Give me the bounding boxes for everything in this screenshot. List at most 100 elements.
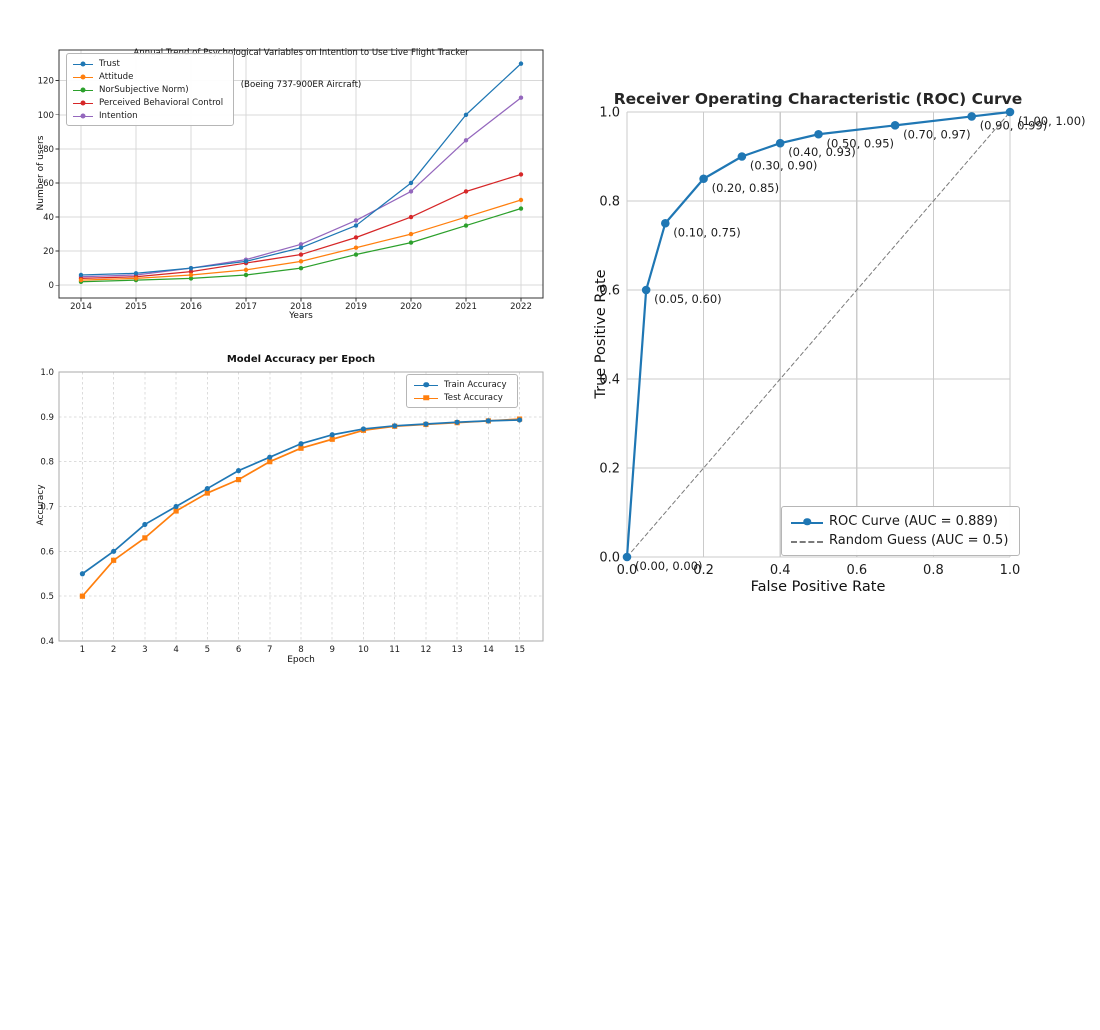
line-marker-swatch-icon xyxy=(73,59,93,69)
x-tick-label: 6 xyxy=(236,645,241,655)
data-point xyxy=(454,419,460,425)
circle-marker-icon xyxy=(803,517,811,526)
data-point xyxy=(518,61,524,66)
x-tick-label: 0.0 xyxy=(617,563,638,578)
y-tick-label: 80 xyxy=(43,145,54,155)
y-tick-label: 1.0 xyxy=(40,368,54,378)
x-tick-label: 3 xyxy=(142,645,147,655)
data-point xyxy=(142,521,148,528)
data-point xyxy=(699,174,708,184)
data-point xyxy=(188,265,194,271)
circle-marker-icon xyxy=(80,74,86,79)
data-point xyxy=(360,426,367,432)
line-marker-swatch-icon xyxy=(414,380,438,390)
data-point xyxy=(890,121,900,130)
y-axis-label: True Positive Rate xyxy=(593,269,609,399)
y-tick-label: 20 xyxy=(43,247,54,257)
legend: ROC Curve (AUC = 0.889) Random Guess (AUC… xyxy=(781,506,1021,556)
psych-trend-plot: 2014 2015 2016 2017 2018 2019 2020 2021 2022 0 20 4… xyxy=(38,49,544,312)
y-tick-label: 60 xyxy=(43,179,54,189)
legend-label: Perceived Behavioral Control xyxy=(99,97,224,108)
legend: Train Accuracy Test Accuracy xyxy=(406,374,518,408)
series-line xyxy=(626,111,1011,558)
x-axis-label: Epoch xyxy=(287,655,315,665)
y-tick-label: 0.5 xyxy=(40,592,54,602)
y-tick-label: 0.9 xyxy=(40,413,54,423)
data-point xyxy=(408,180,414,186)
data-point xyxy=(485,418,491,424)
tick-marks xyxy=(55,80,522,302)
y-axis-label: Number of users xyxy=(36,135,46,211)
circle-marker-icon xyxy=(80,87,86,92)
legend-label: NorSubjective Norm) xyxy=(99,84,189,95)
data-point xyxy=(661,218,670,228)
accuracy-chart: 1 2 3 4 5 6 7 8 9 10 11 12 13 14 15 0.4 0.5 0.6 0.7 0.8 0.9 1… xyxy=(30,352,565,680)
data-point xyxy=(111,548,117,554)
legend-item: Attitude xyxy=(73,70,223,83)
data-point xyxy=(243,267,249,273)
data-point xyxy=(463,189,469,194)
data-point xyxy=(188,276,194,281)
data-point xyxy=(173,508,179,514)
legend-label: Train Accuracy xyxy=(444,379,507,390)
chart-title: Model Accuracy per Epoch xyxy=(226,354,376,365)
line-marker-swatch-icon xyxy=(73,111,93,121)
x-tick-label: 2017 xyxy=(235,302,257,312)
data-point xyxy=(518,172,524,177)
data-point xyxy=(188,272,194,278)
x-tick-label: 0.8 xyxy=(923,563,944,578)
data-point xyxy=(298,259,304,264)
data-point xyxy=(329,436,335,442)
square-marker-icon xyxy=(423,394,429,401)
x-tick-label: 2015 xyxy=(125,302,147,312)
data-point xyxy=(79,593,86,599)
data-point xyxy=(142,535,148,541)
legend-item: Perceived Behavioral Control xyxy=(73,96,223,109)
circle-marker-icon xyxy=(80,113,86,118)
data-point xyxy=(133,271,139,276)
data-point xyxy=(298,252,304,257)
y-tick-label: 100 xyxy=(38,111,54,121)
data-point xyxy=(188,269,194,274)
data-point xyxy=(408,189,414,194)
data-point xyxy=(463,112,469,117)
data-point xyxy=(79,571,86,577)
data-point xyxy=(298,445,304,451)
circle-marker-icon xyxy=(80,61,86,66)
x-tick-label: 2020 xyxy=(400,302,422,312)
x-tick-label: 0.2 xyxy=(693,563,714,578)
legend-item: NorSubjective Norm) xyxy=(73,83,223,96)
data-point xyxy=(516,417,523,423)
point-annotation: (0.50, 0.95) xyxy=(827,136,895,150)
series-markers xyxy=(78,61,524,285)
point-annotation: (0.70, 0.97) xyxy=(903,127,971,141)
data-point xyxy=(814,129,823,139)
point-annotation: (0.20, 0.85) xyxy=(712,181,780,195)
y-tick-label: 40 xyxy=(43,213,54,223)
x-tick-label: 2 xyxy=(111,645,116,655)
data-point xyxy=(463,214,469,220)
line-marker-swatch-icon xyxy=(73,72,93,82)
y-tick-label: 0.8 xyxy=(599,195,620,210)
x-tick-label: 2016 xyxy=(180,302,202,312)
data-point xyxy=(243,259,249,264)
data-point xyxy=(173,503,179,510)
data-point xyxy=(392,423,398,429)
x-tick-label: 7 xyxy=(267,645,272,655)
data-point xyxy=(298,242,304,247)
y-tick-label: 0.6 xyxy=(599,284,620,299)
x-tick-label: 2022 xyxy=(510,302,532,312)
data-point xyxy=(423,421,429,427)
x-tick-label: 1 xyxy=(80,645,85,655)
line-marker-swatch-icon xyxy=(414,393,438,403)
y-tick-label: 0.0 xyxy=(599,551,620,566)
data-point xyxy=(329,432,335,438)
x-tick-label: 8 xyxy=(298,645,303,655)
data-point xyxy=(353,252,359,257)
y-tick-label: 0.4 xyxy=(40,637,54,647)
y-axis-label: Accuracy xyxy=(36,484,46,526)
legend-item: ROC Curve (AUC = 0.889) xyxy=(791,512,1008,531)
legend-label: Test Accuracy xyxy=(444,392,503,403)
point-annotation: (1.00, 1.00) xyxy=(1018,114,1086,128)
